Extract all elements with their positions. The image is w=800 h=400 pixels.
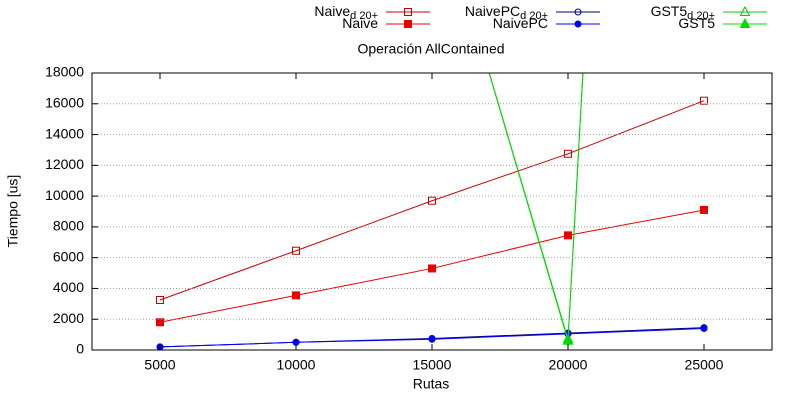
y-tick-label: 4000	[53, 279, 84, 295]
marker	[428, 196, 436, 205]
legend-label: GST5d 20+	[651, 3, 715, 22]
marker	[292, 291, 300, 300]
marker	[574, 20, 582, 28]
legend-label: NaivePCd 20+	[465, 3, 548, 22]
legend-subscript: d 20+	[350, 10, 378, 22]
legend-subscript: d 20+	[520, 10, 548, 22]
plot-border	[91, 72, 773, 351]
marker	[564, 231, 572, 240]
chart-title: Operación AllContained	[357, 41, 504, 57]
y-tick-label: 10000	[45, 187, 84, 203]
marker	[700, 205, 708, 214]
y-tick-label: 2000	[53, 310, 84, 326]
marker	[428, 264, 436, 273]
legend-name: NaivePC	[465, 3, 520, 19]
y-tick-label: 8000	[53, 218, 84, 234]
legend-name: GST5	[651, 3, 688, 19]
marker	[404, 8, 412, 16]
y-tick-label: 12000	[45, 156, 84, 172]
x-tick-label: 20000	[549, 357, 588, 373]
y-tick-label: 6000	[53, 248, 84, 264]
x-tick-label: 25000	[685, 357, 724, 373]
marker	[739, 17, 751, 28]
marker	[574, 8, 582, 16]
marker	[156, 318, 164, 327]
marker	[292, 246, 300, 255]
y-axis-label: Tiempo [us]	[5, 175, 21, 248]
marker	[564, 149, 572, 158]
series-line	[159, 100, 705, 301]
x-tick-label: 10000	[277, 357, 316, 373]
legend-subscript: d 20+	[687, 10, 715, 22]
y-tick-label: 14000	[45, 125, 84, 141]
legend-name: GST5	[678, 15, 715, 31]
x-tick-label: 15000	[413, 357, 452, 373]
marker	[156, 295, 164, 304]
legend-name: Naive	[314, 3, 350, 19]
marker	[428, 335, 436, 343]
legend-name: NaivePC	[493, 15, 548, 31]
legend-label: GST5	[678, 15, 715, 31]
y-tick-label: 0	[76, 341, 84, 357]
plot-area	[156, 73, 708, 350]
marker	[700, 324, 708, 332]
x-tick-label: 5000	[144, 357, 175, 373]
legend-label: Naive	[342, 15, 378, 31]
marker	[404, 20, 412, 28]
legend-name: Naive	[342, 15, 378, 31]
marker	[739, 5, 751, 16]
y-tick-label: 18000	[45, 64, 84, 80]
legend-label: NaivePC	[493, 15, 548, 31]
legend-label: Naived 20+	[314, 3, 378, 22]
y-tick-label: 16000	[45, 94, 84, 110]
x-axis-label: Rutas	[413, 376, 450, 392]
